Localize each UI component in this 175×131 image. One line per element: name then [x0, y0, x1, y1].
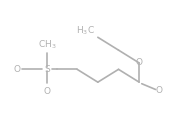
Text: O: O [13, 65, 20, 74]
Text: H$_3$C: H$_3$C [76, 25, 95, 37]
Text: O: O [155, 86, 162, 95]
Text: O: O [44, 87, 51, 96]
Text: S: S [44, 65, 50, 74]
Text: O: O [136, 58, 143, 67]
Text: CH$_3$: CH$_3$ [38, 38, 56, 51]
